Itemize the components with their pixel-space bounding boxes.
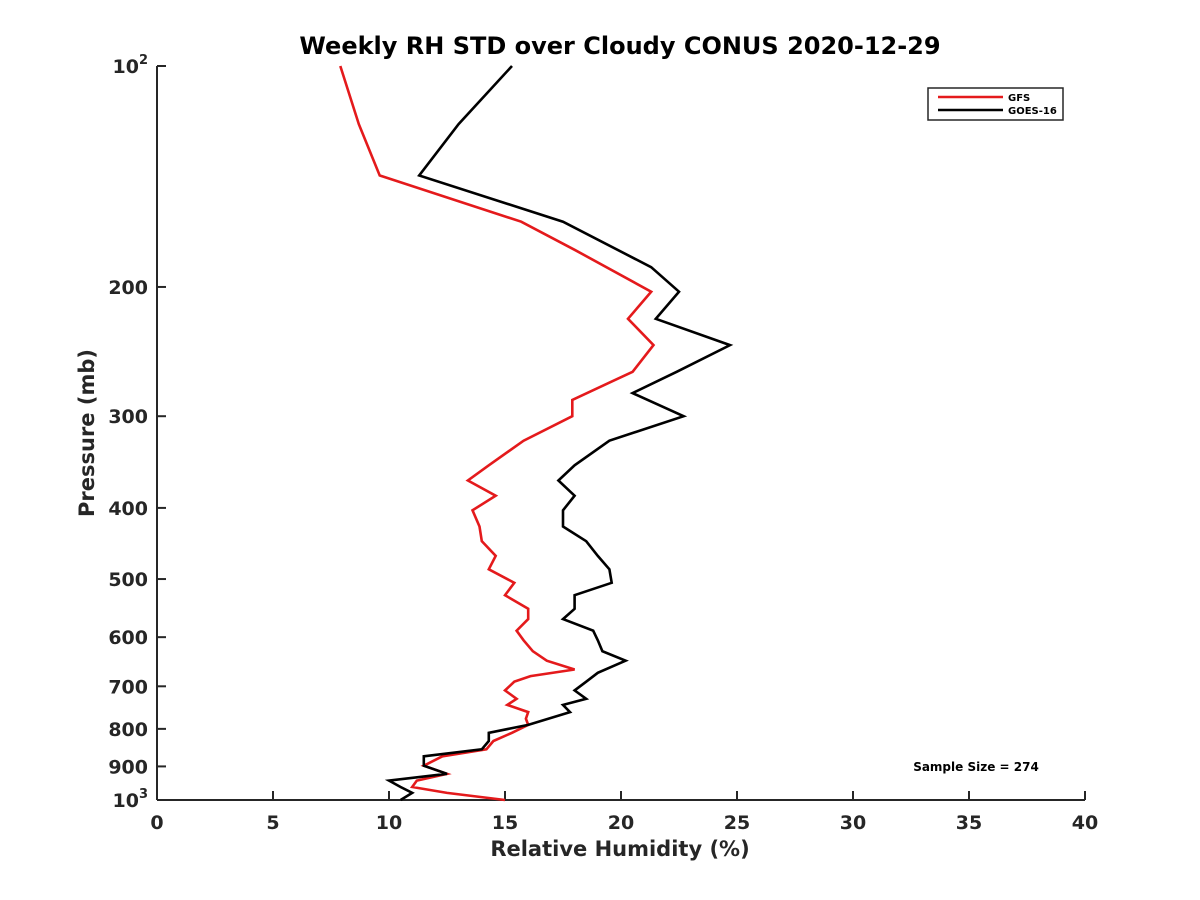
x-tick-label: 20 bbox=[608, 812, 634, 834]
y-axis: 102 200 300 400 500 600 700 800 900 103 bbox=[108, 53, 166, 812]
y-tick-label: 700 bbox=[108, 676, 148, 698]
x-axis-label: Relative Humidity (%) bbox=[490, 837, 749, 861]
series-line-gfs bbox=[339, 65, 656, 802]
x-tick-label: 40 bbox=[1072, 812, 1098, 834]
y-tick-label: 102 bbox=[113, 53, 149, 78]
x-tick-label: 15 bbox=[492, 812, 518, 834]
series-layer bbox=[339, 65, 734, 802]
x-tick-label: 25 bbox=[724, 812, 750, 834]
x-tick-label: 5 bbox=[266, 812, 279, 834]
sample-size-annotation: Sample Size = 274 bbox=[913, 760, 1039, 774]
y-tick-label: 200 bbox=[108, 277, 148, 299]
y-tick-label: 300 bbox=[108, 406, 148, 428]
x-tick-label: 10 bbox=[376, 812, 402, 834]
y-tick-label: 800 bbox=[108, 719, 148, 741]
legend-label: GOES-16 bbox=[1008, 106, 1057, 117]
chart-title: Weekly RH STD over Cloudy CONUS 2020-12-… bbox=[299, 32, 940, 60]
x-tick-label: 0 bbox=[150, 812, 163, 834]
x-axis: 0 5 10 15 20 25 30 35 40 bbox=[150, 791, 1098, 834]
y-tick-label: 900 bbox=[108, 756, 148, 778]
y-axis-label: Pressure (mb) bbox=[75, 349, 99, 517]
y-tick-label: 400 bbox=[108, 498, 148, 520]
x-tick-label: 35 bbox=[956, 812, 982, 834]
y-tick-label: 103 bbox=[113, 787, 149, 812]
legend-label: GFS bbox=[1008, 93, 1030, 104]
legend-box bbox=[927, 87, 1064, 121]
y-tick-label: 600 bbox=[108, 627, 148, 649]
series-line-goes-16 bbox=[384, 65, 734, 802]
y-tick-label: 500 bbox=[108, 569, 148, 591]
x-tick-label: 30 bbox=[840, 812, 866, 834]
legend: GFS GOES-16 bbox=[927, 87, 1064, 121]
